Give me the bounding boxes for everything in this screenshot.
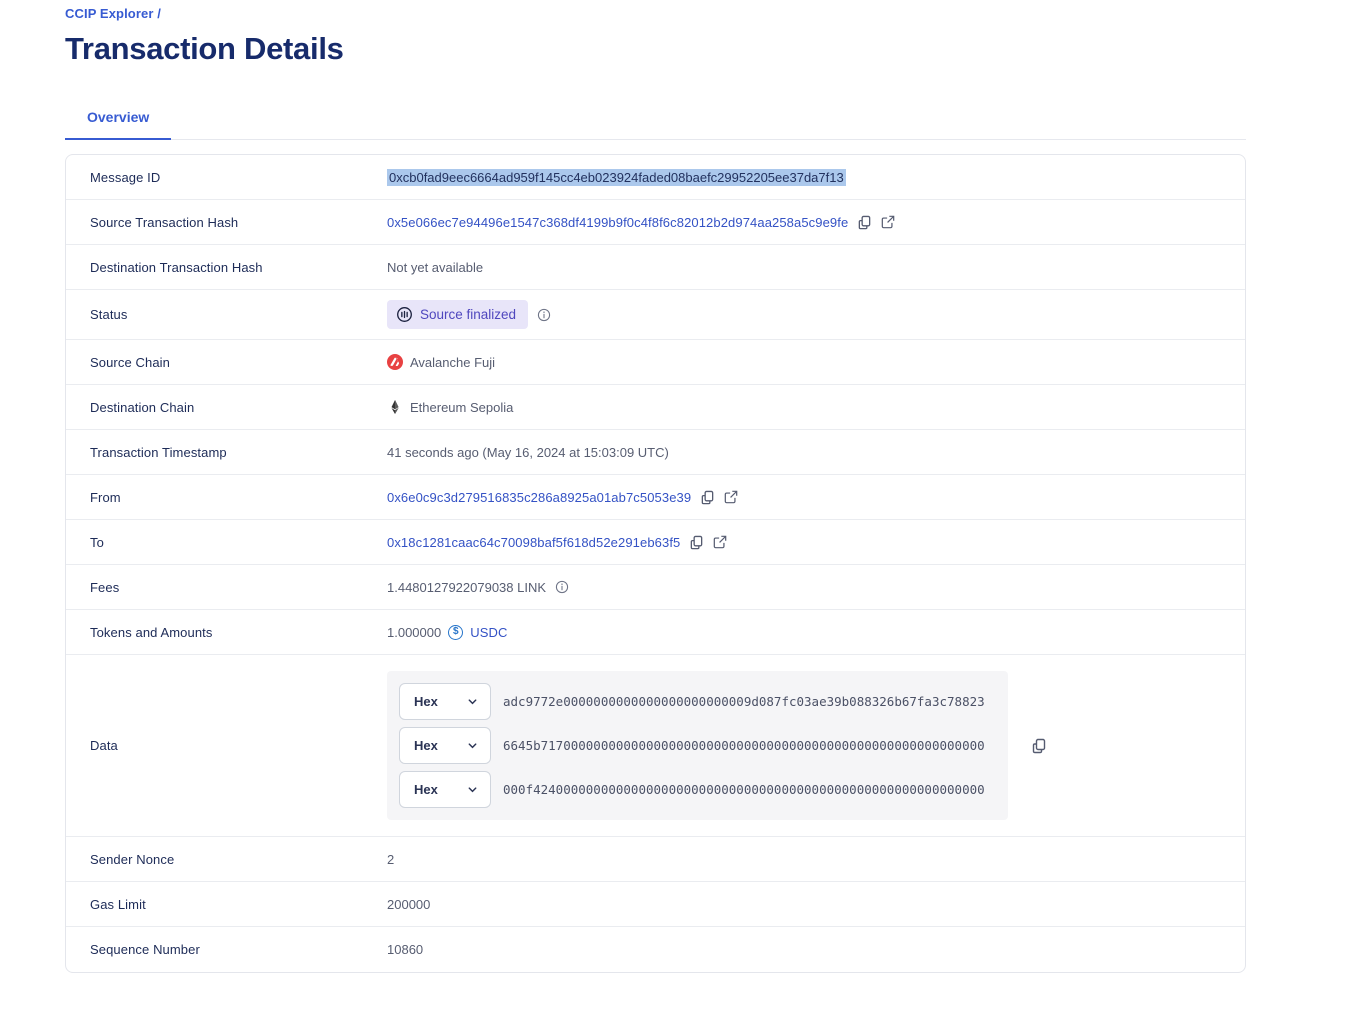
data-hex-line: adc9772e0000000000000000000000009d087fc0… — [503, 694, 985, 709]
row-dest-chain: Destination Chain Ethereum Sepolia — [66, 385, 1245, 430]
dest-chain-value: Ethereum Sepolia — [410, 399, 514, 415]
fees-value: 1.4480127922079038 LINK — [387, 579, 547, 595]
timestamp-value: 41 seconds ago (May 16, 2024 at 15:03:09… — [387, 444, 669, 460]
source-chain-label: Source Chain — [90, 354, 170, 370]
chevron-down-icon — [467, 784, 478, 795]
to-address-link[interactable]: 0x18c1281caac64c70098baf5f618d52e291eb63… — [387, 534, 681, 550]
avalanche-icon — [387, 354, 403, 370]
hex-encoding-select[interactable]: Hex — [399, 771, 491, 808]
tokens-label: Tokens and Amounts — [90, 624, 213, 640]
copy-icon — [689, 535, 704, 550]
row-dest-tx-hash: Destination Transaction Hash Not yet ava… — [66, 245, 1245, 290]
dest-chain-label: Destination Chain — [90, 399, 195, 415]
copy-button[interactable] — [700, 490, 715, 505]
data-copy-button[interactable] — [1031, 738, 1047, 754]
external-link-button[interactable] — [881, 215, 895, 229]
gas-limit-label: Gas Limit — [90, 896, 146, 912]
usdc-token-link[interactable]: USDC — [470, 624, 508, 640]
external-link-icon — [724, 490, 738, 504]
tab-overview[interactable]: Overview — [65, 109, 172, 140]
transaction-details-page: CCIP Explorer / Transaction Details Over… — [65, 6, 1246, 973]
source-chain-value: Avalanche Fuji — [410, 354, 496, 370]
sequence-number-value: 10860 — [387, 942, 424, 957]
from-label: From — [90, 489, 121, 505]
row-tokens: Tokens and Amounts 1.000000 $ USDC — [66, 610, 1245, 655]
copy-icon — [700, 490, 715, 505]
row-source-chain: Source Chain Avalanche Fuji — [66, 340, 1245, 385]
timestamp-label: Transaction Timestamp — [90, 444, 227, 460]
dest-tx-hash-value: Not yet available — [387, 259, 484, 275]
hex-select-value: Hex — [414, 738, 438, 753]
row-data: Data Hex adc9772e00000000000000000000000… — [66, 655, 1245, 837]
external-link-icon — [713, 535, 727, 549]
status-badge-text: Source finalized — [420, 307, 517, 322]
status-label: Status — [90, 307, 128, 322]
row-sender-nonce: Sender Nonce 2 — [66, 837, 1245, 882]
row-fees: Fees 1.4480127922079038 LINK — [66, 565, 1245, 610]
gas-limit-value: 200000 — [387, 896, 431, 912]
row-gas-limit: Gas Limit 200000 — [66, 882, 1245, 927]
fees-label: Fees — [90, 579, 120, 595]
external-link-icon — [881, 215, 895, 229]
row-status: Status Source finalized — [66, 290, 1245, 340]
data-line: Hex adc9772e0000000000000000000000009d08… — [399, 683, 996, 720]
usdc-icon: $ — [448, 624, 464, 640]
hex-select-value: Hex — [414, 782, 438, 797]
page-title: Transaction Details — [65, 31, 344, 66]
status-info-button[interactable] — [537, 308, 551, 322]
row-message-id: Message ID 0xcb0fad9eec6664ad959f145cc4e… — [66, 155, 1245, 200]
row-sequence-number: Sequence Number 10860 — [66, 927, 1245, 972]
copy-button[interactable] — [857, 215, 872, 230]
copy-button[interactable] — [689, 535, 704, 550]
to-label: To — [90, 534, 104, 550]
info-icon — [537, 308, 551, 322]
sender-nonce-value: 2 — [387, 851, 395, 867]
transaction-details-card: Message ID 0xcb0fad9eec6664ad959f145cc4e… — [65, 154, 1246, 973]
hex-select-value: Hex — [414, 694, 438, 709]
row-to: To 0x18c1281caac64c70098baf5f618d52e291e… — [66, 520, 1245, 565]
breadcrumb-ccip-explorer-link[interactable]: CCIP Explorer — [65, 6, 154, 21]
row-source-tx-hash: Source Transaction Hash 0x5e066ec7e94496… — [66, 200, 1245, 245]
external-link-button[interactable] — [713, 535, 727, 549]
source-tx-hash-label: Source Transaction Hash — [90, 214, 239, 230]
breadcrumb: CCIP Explorer / — [65, 6, 1246, 21]
breadcrumb-separator: / — [153, 6, 161, 21]
info-icon — [555, 580, 569, 594]
hex-encoding-select[interactable]: Hex — [399, 683, 491, 720]
data-panel: Hex adc9772e0000000000000000000000009d08… — [387, 671, 1008, 820]
data-label: Data — [90, 738, 118, 753]
message-id-label: Message ID — [90, 169, 161, 185]
chevron-down-icon — [467, 740, 478, 751]
data-line: Hex 6645b7170000000000000000000000000000… — [399, 727, 996, 764]
data-line: Hex 000f42400000000000000000000000000000… — [399, 771, 996, 808]
data-hex-line: 6645b71700000000000000000000000000000000… — [503, 738, 985, 753]
dest-tx-hash-label: Destination Transaction Hash — [90, 259, 263, 275]
sender-nonce-label: Sender Nonce — [90, 851, 175, 867]
message-id-value: 0xcb0fad9eec6664ad959f145cc4eb023924fade… — [387, 168, 846, 186]
row-timestamp: Transaction Timestamp 41 seconds ago (Ma… — [66, 430, 1245, 475]
copy-icon — [1031, 738, 1047, 754]
row-from: From 0x6e0c9c3d279516835c286a8925a01ab7c… — [66, 475, 1245, 520]
copy-icon — [857, 215, 872, 230]
hex-encoding-select[interactable]: Hex — [399, 727, 491, 764]
chevron-down-icon — [467, 696, 478, 707]
sequence-number-label: Sequence Number — [90, 942, 200, 957]
source-finalized-icon — [396, 306, 413, 323]
status-badge: Source finalized — [387, 300, 529, 329]
ethereum-icon — [387, 399, 403, 415]
fees-info-button[interactable] — [555, 580, 569, 594]
token-amount: 1.000000 — [387, 624, 442, 640]
tab-bar: Overview — [65, 109, 1246, 140]
from-address-link[interactable]: 0x6e0c9c3d279516835c286a8925a01ab7c5053e… — [387, 489, 692, 505]
source-tx-hash-link[interactable]: 0x5e066ec7e94496e1547c368df4199b9f0c4f8f… — [387, 214, 849, 230]
external-link-button[interactable] — [724, 490, 738, 504]
data-hex-line: 000f424000000000000000000000000000000000… — [503, 782, 985, 797]
